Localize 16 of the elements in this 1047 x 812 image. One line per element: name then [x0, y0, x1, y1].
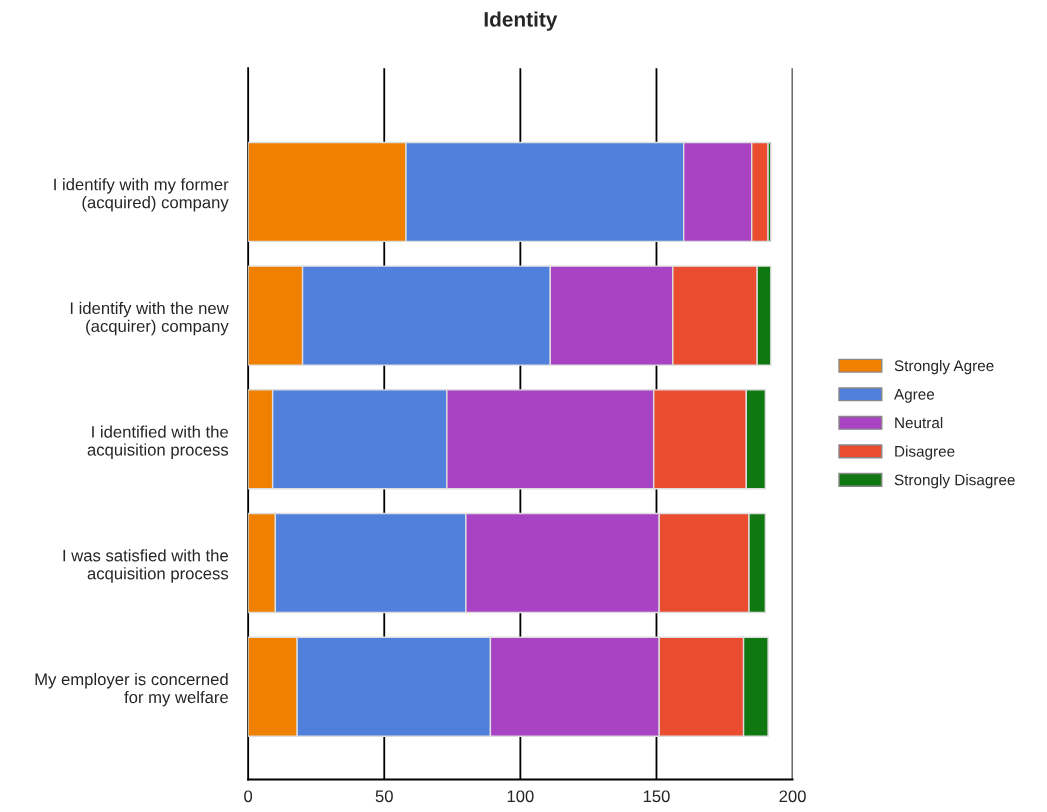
legend-label: Strongly Disagree: [894, 474, 1015, 489]
legend-label: Disagree: [895, 445, 955, 460]
y-tick-label: I identify with my former (acquired) company: [54, 178, 229, 212]
x-tick-label: 150: [643, 790, 670, 803]
y-tick-label: My employer is concerned for my welfare: [35, 672, 228, 707]
legend-label: Neutral: [895, 417, 943, 429]
y-tick-label: I identify with the new (acquirer) company: [70, 301, 229, 336]
y-tick-label: I was satisfied with the acquisition process: [63, 549, 229, 583]
y-tick-label: I identified with the acquisition process: [87, 425, 229, 460]
x-tick-label: 200: [779, 790, 806, 803]
x-tick-label: 100: [507, 790, 534, 803]
legend-label: Agree: [894, 389, 935, 403]
x-tick-label: 50: [375, 790, 393, 803]
legend-label: Strongly Agree: [894, 359, 994, 375]
x-tick-label: 0: [244, 790, 253, 803]
chart-title: Identity: [484, 11, 558, 31]
